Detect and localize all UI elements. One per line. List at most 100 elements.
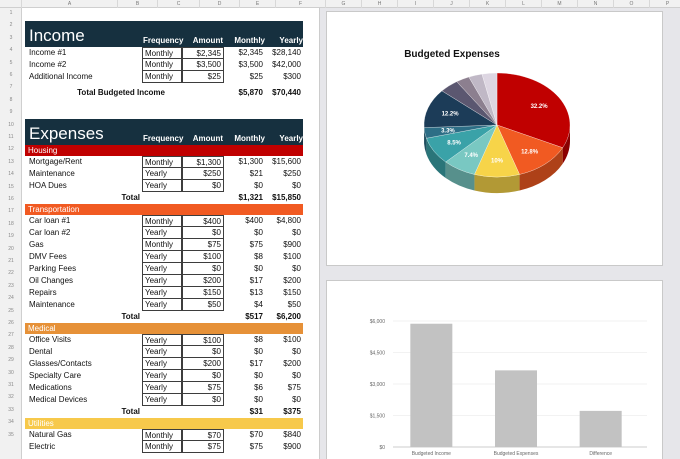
amount-cell[interactable]: $75 <box>182 382 224 394</box>
row-number[interactable]: 3 <box>9 34 13 41</box>
monthly-cell[interactable]: $400 <box>245 216 263 225</box>
frequency-cell[interactable]: Monthly <box>142 156 182 168</box>
monthly-cell[interactable]: $0 <box>254 181 263 190</box>
column-header[interactable]: B <box>118 0 158 8</box>
total-row[interactable]: Total Budgeted Income $5,870 $70,440 <box>25 87 303 99</box>
column-header[interactable]: E <box>240 0 276 8</box>
monthly-cell[interactable]: $17 <box>249 276 263 285</box>
row-label[interactable]: Repairs <box>29 288 57 297</box>
row-label[interactable]: Oil Changes <box>29 276 74 285</box>
row-label[interactable]: Car loan #2 <box>29 228 71 237</box>
amount-cell[interactable]: $100 <box>182 251 224 263</box>
row-number[interactable]: 6 <box>9 72 13 78</box>
table-row[interactable]: Medical Devices Yearly $0 $0 $0 <box>25 394 303 406</box>
yearly-cell[interactable]: $15,600 <box>272 157 301 166</box>
frequency-cell[interactable]: Monthly <box>142 215 182 227</box>
table-row[interactable]: Office Visits Yearly $100 $8 $100 <box>25 334 303 346</box>
frequency-cell[interactable]: Yearly <box>142 358 182 370</box>
row-number[interactable]: 8 <box>9 96 13 103</box>
yearly-cell[interactable]: $42,000 <box>272 60 301 69</box>
row-label[interactable]: Maintenance <box>29 300 75 309</box>
row-number[interactable]: 29 <box>8 357 14 364</box>
row-label[interactable]: Mortgage/Rent <box>29 157 82 166</box>
amount-cell[interactable]: $75 <box>182 239 224 251</box>
yearly-cell[interactable]: $900 <box>283 442 301 451</box>
row-number[interactable]: 19 <box>8 233 14 240</box>
monthly-cell[interactable]: $6 <box>254 383 263 392</box>
total-row[interactable]: Total $517 $6,200 <box>25 311 303 323</box>
column-header[interactable]: N <box>578 0 614 8</box>
row-number[interactable]: 31 <box>8 382 14 388</box>
row-label[interactable]: Parking Fees <box>29 264 77 273</box>
monthly-cell[interactable]: $17 <box>249 359 263 368</box>
table-row[interactable]: Natural Gas Monthly $70 $70 $840 <box>25 429 303 441</box>
table-row[interactable]: Parking Fees Yearly $0 $0 $0 <box>25 263 303 275</box>
amount-cell[interactable]: $0 <box>182 346 224 358</box>
column-header[interactable]: P <box>650 0 680 8</box>
table-row[interactable]: Additional Income Monthly $25 $25 $300 <box>25 71 303 83</box>
frequency-cell[interactable]: Yearly <box>142 168 182 180</box>
frequency-cell[interactable]: Yearly <box>142 275 182 287</box>
row-number[interactable]: 27 <box>8 332 14 339</box>
amount-cell[interactable]: $0 <box>182 370 224 382</box>
table-row[interactable]: Dental Yearly $0 $0 $0 <box>25 346 303 358</box>
yearly-cell[interactable]: $0 <box>292 181 301 190</box>
column-header[interactable]: M <box>542 0 578 8</box>
frequency-cell[interactable]: Yearly <box>142 382 182 394</box>
monthly-cell[interactable]: $0 <box>254 371 263 380</box>
table-row[interactable]: Repairs Yearly $150 $13 $150 <box>25 287 303 299</box>
table-row[interactable]: HOA Dues Yearly $0 $0 $0 <box>25 180 303 192</box>
row-label[interactable]: Income #1 <box>29 48 67 57</box>
table-row[interactable]: Maintenance Yearly $250 $21 $250 <box>25 168 303 180</box>
table-row[interactable]: Gas Monthly $75 $75 $900 <box>25 239 303 251</box>
row-label[interactable]: Electric <box>29 442 56 451</box>
total-monthly-cell[interactable]: $5,870 <box>238 88 263 97</box>
monthly-cell[interactable]: $70 <box>249 430 263 439</box>
row-number[interactable]: 30 <box>8 369 14 376</box>
monthly-cell[interactable]: $1,300 <box>238 157 263 166</box>
row-number[interactable]: 18 <box>8 220 14 227</box>
total-yearly-cell[interactable]: $6,200 <box>276 312 301 321</box>
frequency-cell[interactable]: Monthly <box>142 239 182 251</box>
column-header[interactable]: A <box>22 0 118 8</box>
amount-cell[interactable]: $1,300 <box>182 156 224 168</box>
yearly-cell[interactable]: $0 <box>292 347 301 356</box>
amount-cell[interactable]: $400 <box>182 215 224 227</box>
row-number[interactable]: 5 <box>9 59 13 66</box>
frequency-cell[interactable]: Yearly <box>142 299 182 311</box>
yearly-cell[interactable]: $200 <box>283 276 301 285</box>
row-number[interactable]: 26 <box>8 320 14 326</box>
amount-cell[interactable]: $200 <box>182 275 224 287</box>
yearly-cell[interactable]: $150 <box>283 288 301 297</box>
yearly-cell[interactable]: $50 <box>287 300 301 309</box>
frequency-cell[interactable]: Monthly <box>142 71 182 83</box>
monthly-cell[interactable]: $0 <box>254 347 263 356</box>
total-row[interactable]: Total $31 $375 <box>25 406 303 418</box>
column-header[interactable]: J <box>434 0 470 8</box>
row-label[interactable]: Natural Gas <box>29 430 72 439</box>
row-label[interactable]: Specialty Care <box>29 371 82 380</box>
frequency-cell[interactable]: Yearly <box>142 180 182 192</box>
frequency-cell[interactable]: Yearly <box>142 394 182 406</box>
row-label[interactable]: DMV Fees <box>29 252 67 261</box>
table-row[interactable]: Income #1 Monthly $2,345 $2,345 $28,140 <box>25 47 303 59</box>
table-row[interactable]: Income #2 Monthly $3,500 $3,500 $42,000 <box>25 59 303 71</box>
row-label[interactable]: Car loan #1 <box>29 216 71 225</box>
monthly-cell[interactable]: $0 <box>254 264 263 273</box>
monthly-cell[interactable]: $8 <box>254 335 263 344</box>
yearly-cell[interactable]: $100 <box>283 252 301 261</box>
table-row[interactable]: DMV Fees Yearly $100 $8 $100 <box>25 251 303 263</box>
row-number[interactable]: 35 <box>8 431 14 438</box>
row-number[interactable]: 34 <box>8 419 14 426</box>
row-number[interactable]: 22 <box>8 270 14 277</box>
row-number[interactable]: 23 <box>8 282 14 289</box>
row-number[interactable]: 25 <box>8 307 14 314</box>
yearly-cell[interactable]: $0 <box>292 395 301 404</box>
frequency-cell[interactable]: Yearly <box>142 227 182 239</box>
yearly-cell[interactable]: $200 <box>283 359 301 368</box>
monthly-cell[interactable]: $75 <box>249 240 263 249</box>
yearly-cell[interactable]: $0 <box>292 264 301 273</box>
total-yearly-cell[interactable]: $15,850 <box>272 193 301 202</box>
amount-cell[interactable]: $0 <box>182 263 224 275</box>
row-label[interactable]: HOA Dues <box>29 181 67 190</box>
